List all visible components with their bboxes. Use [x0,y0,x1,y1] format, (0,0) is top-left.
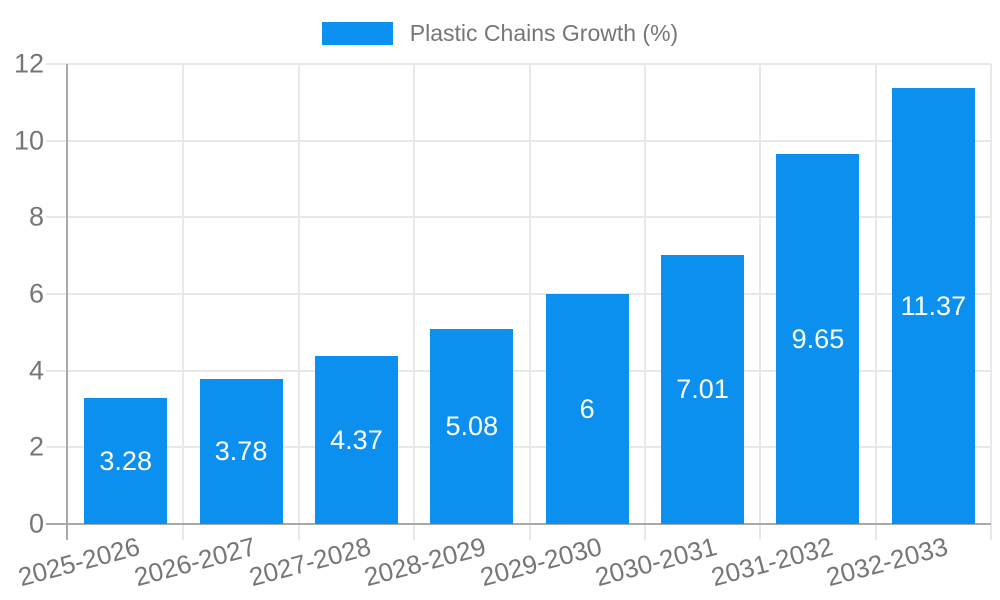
bar-value-label: 3.78 [214,436,268,467]
bar: 3.28 [84,398,168,524]
gridline-vertical [874,64,877,540]
x-axis-tick-label: 2028-2029 [361,531,490,593]
gridline-vertical [182,64,185,540]
gridline-horizontal [46,63,991,65]
plot-area: 0 2 4 6 8 10 12 3.28 2025-2026 3.78 2026-2027 4.37 2… [14,50,992,592]
gridline-horizontal [46,139,991,142]
y-axis-tick-label: 6 [28,278,44,309]
x-axis-tick-label: 2030-2031 [592,531,721,593]
bar-value-label: 4.37 [330,424,383,455]
gridline-horizontal [46,446,991,449]
bar-value-label: 9.65 [791,323,845,354]
y-axis-tick-label: 12 [13,48,44,79]
bar: 11.37 [891,88,975,524]
x-axis-tick-label: 2031-2032 [707,531,836,593]
bar: 7.01 [661,255,745,524]
gridline-vertical [759,64,762,540]
bar-value-label: 11.37 [900,290,967,321]
gridline-horizontal [46,216,991,219]
gridline-horizontal [46,293,991,295]
bar: 9.65 [776,154,860,524]
gridline-vertical [528,64,531,540]
x-axis-tick-label: 2032-2033 [822,531,951,593]
x-axis-tick-label: 2027-2028 [246,531,374,593]
x-axis-line [46,523,991,525]
y-axis-tick-label: 4 [28,355,44,386]
gridline-vertical [413,64,416,540]
bar-value-label: 7.01 [676,374,729,405]
gridline-vertical [643,64,646,540]
x-axis-tick-label: 2026-2027 [130,531,259,593]
legend: Plastic Chains Growth (%) [0,20,1000,47]
bar: 6 [545,294,629,524]
y-axis-line [66,64,68,540]
y-axis-tick-label: 8 [28,201,44,232]
y-axis-tick-label: 2 [28,431,44,462]
gridline-vertical [990,64,992,540]
bar-value-label: 5.08 [445,411,499,442]
bar: 5.08 [430,329,514,524]
bar-value-label: 3.28 [99,445,152,476]
x-axis-tick-label: 2025-2026 [15,531,144,593]
y-axis-tick-label: 0 [28,508,44,539]
y-axis-tick-label: 10 [13,125,44,156]
bar: 4.37 [314,356,398,524]
legend-label: Plastic Chains Growth (%) [409,20,679,46]
legend-swatch [321,22,393,45]
bar-value-label: 6 [579,393,595,424]
bar: 3.78 [199,379,283,524]
gridline-vertical [297,64,300,540]
x-axis-tick-label: 2029-2030 [476,531,605,593]
gridline-horizontal [46,369,991,372]
